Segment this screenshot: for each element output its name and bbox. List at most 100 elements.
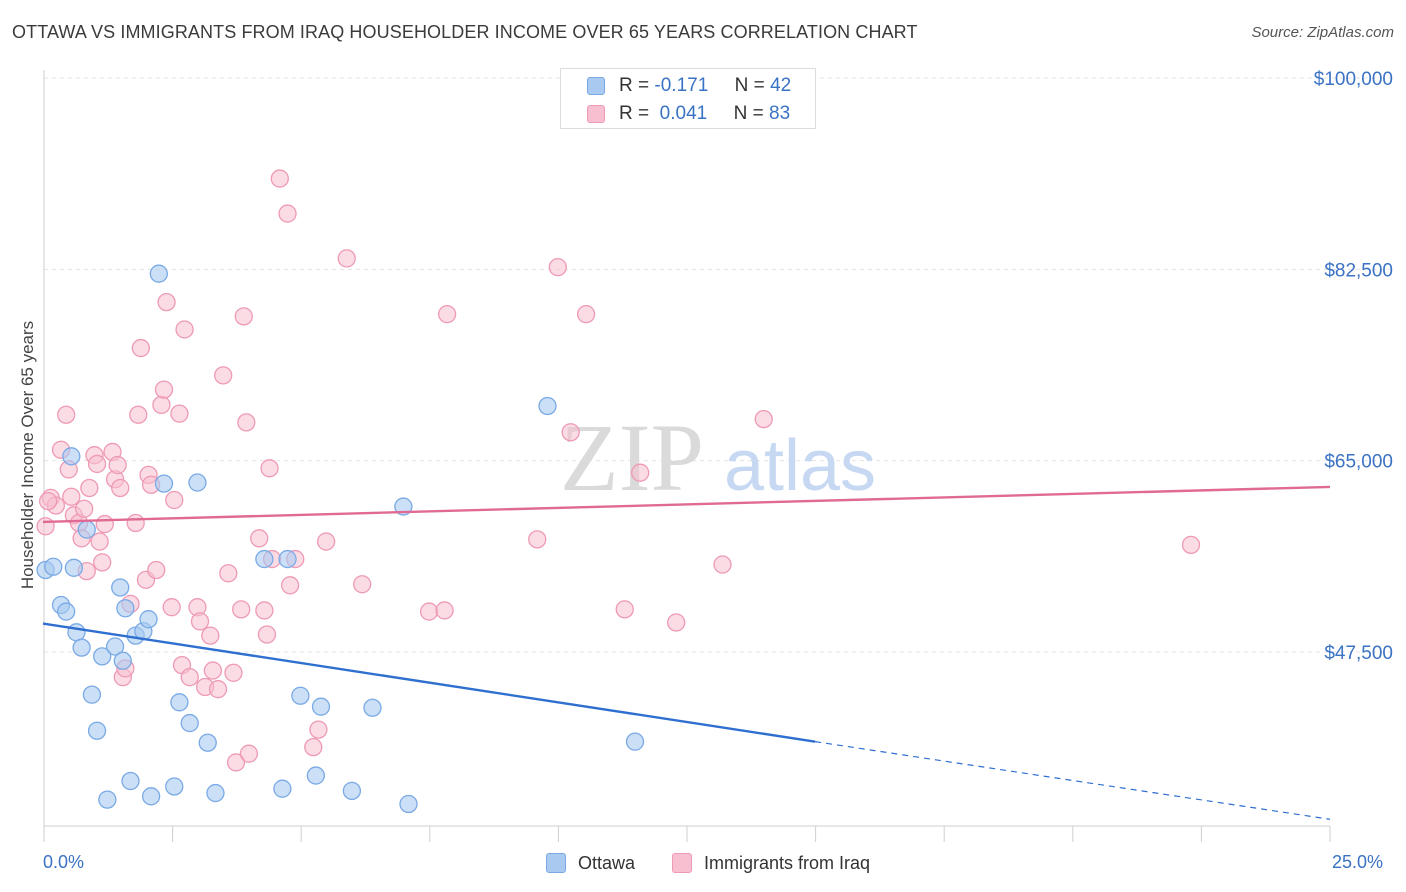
data-point-iraq [437, 305, 457, 324]
data-point-ottawa [64, 558, 84, 577]
ottawa-legend-swatch [546, 853, 566, 873]
axes [43, 70, 1331, 842]
data-point-iraq [129, 405, 148, 424]
data-point-iraq [232, 600, 251, 619]
data-point-iraq [175, 320, 194, 339]
watermark-zip: ZIP [560, 404, 704, 511]
data-point-iraq [152, 395, 171, 415]
data-point-iraq [36, 517, 55, 536]
data-point-ottawa [113, 651, 132, 670]
data-point-ottawa [165, 777, 184, 796]
data-point-iraq [304, 737, 323, 757]
data-point-ottawa [82, 685, 102, 704]
r-value-iraq: 0.041 [659, 103, 708, 124]
n-value-iraq: 83 [769, 103, 791, 124]
data-point-iraq [260, 459, 279, 478]
y-tick-label: $47,500 [1324, 643, 1393, 664]
r-label: R = [619, 75, 650, 96]
data-point-ottawa [116, 599, 135, 618]
x-tick-label-min: 0.0% [43, 852, 85, 872]
r-value-ottawa: -0.171 [654, 75, 709, 96]
data-point-iraq [255, 601, 274, 620]
data-point-ottawa [149, 264, 168, 283]
data-point-ottawa [72, 638, 91, 657]
data-point-ottawa [77, 520, 96, 539]
data-point-iraq [561, 423, 580, 442]
data-point-ottawa [87, 721, 107, 740]
data-point-iraq [631, 463, 650, 482]
iraq-swatch [587, 105, 605, 123]
data-point-iraq [419, 602, 439, 621]
data-point-ottawa [206, 783, 225, 803]
data-point-ottawa [111, 578, 130, 597]
data-point-ottawa [306, 766, 325, 785]
data-point-ottawa [363, 698, 382, 717]
iraq-legend-label: Immigrants from Iraq [704, 853, 871, 873]
iraq-legend-swatch [672, 853, 692, 873]
data-point-iraq [280, 576, 300, 595]
data-point-ottawa [342, 781, 362, 801]
data-point-iraq [157, 292, 176, 312]
x-tick-label-max: 25.0% [1332, 852, 1384, 872]
n-value-ottawa: 42 [770, 75, 792, 96]
data-point-iraq [208, 680, 228, 699]
source-credit: Source: ZipAtlas.com [1251, 24, 1394, 41]
ottawa-swatch [587, 77, 605, 95]
data-point-iraq [278, 204, 297, 223]
y-tick-label: $100,000 [1314, 69, 1393, 90]
series-ottawa-points [36, 264, 645, 814]
data-point-iraq [234, 307, 253, 326]
data-point-iraq [190, 612, 210, 631]
data-point-ottawa [538, 396, 557, 416]
data-point-ottawa [141, 787, 161, 806]
data-point-ottawa [198, 733, 217, 752]
data-point-ottawa [57, 602, 76, 621]
data-point-iraq [239, 744, 259, 763]
data-point-ottawa [170, 693, 189, 712]
y-tick-label: $65,000 [1324, 452, 1393, 473]
y-tick-labels: $47,500 $65,000 $82,500 $100,000 [1314, 69, 1393, 664]
data-point-ottawa [121, 771, 140, 791]
data-point-ottawa [180, 713, 199, 733]
trendline-ottawa-extension [815, 741, 1331, 820]
data-point-iraq [57, 405, 76, 424]
data-point-iraq [154, 380, 174, 399]
data-point-iraq [93, 553, 112, 572]
data-point-iraq [528, 530, 547, 549]
data-point-iraq [270, 169, 289, 188]
data-point-ottawa [273, 779, 292, 798]
data-point-iraq [353, 575, 372, 594]
data-point-ottawa [625, 732, 645, 751]
data-point-iraq [108, 455, 127, 475]
data-point-iraq [754, 409, 773, 429]
data-point-ottawa [291, 686, 310, 705]
data-point-iraq [250, 529, 269, 548]
data-point-iraq [75, 499, 94, 518]
data-point-iraq [147, 560, 166, 580]
n-label: N = [734, 75, 765, 96]
data-point-iraq [38, 491, 58, 511]
data-point-ottawa [98, 790, 117, 809]
data-point-iraq [576, 305, 596, 324]
trendlines [42, 485, 1331, 820]
data-point-ottawa [255, 549, 274, 569]
data-point-iraq [87, 454, 107, 474]
data-point-ottawa [105, 637, 125, 656]
watermark-atlas: atlas [724, 426, 876, 506]
data-point-iraq [316, 532, 336, 551]
data-point-iraq [62, 487, 81, 506]
data-point-iraq [219, 564, 238, 583]
data-point-ottawa [93, 647, 112, 666]
data-point-iraq [131, 338, 150, 358]
data-point-iraq [162, 598, 181, 617]
data-point-iraq [713, 555, 732, 574]
data-point-ottawa [188, 473, 207, 492]
correlation-legend: R = -0.171 N = 42 R = 0.041 N = 83 [560, 68, 816, 129]
data-point-ottawa [278, 549, 297, 569]
data-point-ottawa [139, 610, 158, 629]
trendline-iraq [42, 485, 1331, 524]
data-point-iraq [203, 661, 223, 680]
data-point-iraq [667, 613, 686, 632]
data-point-ottawa [399, 794, 418, 814]
